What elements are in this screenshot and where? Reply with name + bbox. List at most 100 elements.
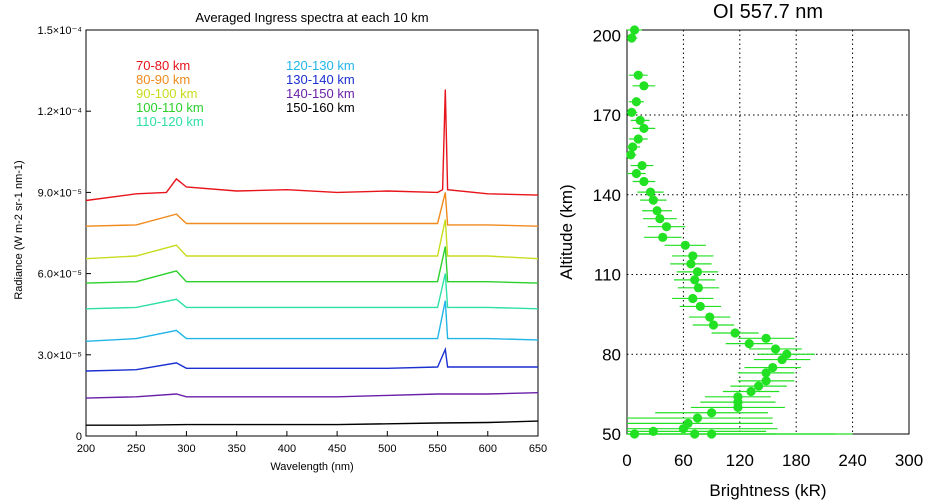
data-point [627, 107, 637, 117]
data-point [661, 222, 672, 232]
data-point [639, 123, 649, 133]
left-y-tick-label: 3.0×10⁻⁵ [38, 350, 82, 362]
legend-entry: 120-130 km [286, 58, 355, 73]
data-point [692, 267, 703, 277]
data-point [631, 97, 642, 107]
data-point [639, 176, 649, 187]
series-line-140-150-km [85, 392, 539, 399]
data-point [648, 195, 658, 205]
data-point [707, 429, 717, 439]
right-y-tick-label: 170 [593, 106, 621, 125]
left-chart-title: Averaged Ingress spectra at each 10 km [195, 10, 428, 25]
data-point [688, 293, 698, 304]
data-point [770, 344, 781, 354]
right-x-axis-label: Brightness (kR) [709, 481, 826, 500]
data-point [633, 134, 643, 144]
data-point [686, 259, 696, 269]
data-point [688, 251, 698, 261]
legend-entry: 70-80 km [136, 58, 190, 73]
data-point [746, 386, 756, 397]
data-point [629, 25, 640, 35]
left-x-tick-label: 450 [328, 443, 346, 455]
right-y-tick-label: 110 [594, 266, 621, 285]
data-point [733, 402, 743, 413]
data-point [652, 206, 662, 216]
data-point [768, 362, 778, 373]
series-line-80-90-km [85, 192, 539, 227]
legend-entry: 90-100 km [136, 86, 197, 101]
left-x-tick-label: 350 [227, 443, 245, 455]
left-series-lines [85, 89, 539, 426]
legend-entry: 100-110 km [136, 100, 204, 115]
series-line-70-80-km [85, 89, 539, 202]
right-axis-ticks: 0 60 120 180 240 300 50 80 110 140 170 200 [593, 26, 924, 470]
data-point [645, 187, 656, 197]
data-point [692, 413, 703, 423]
legend-entry: 110-120 km [136, 114, 204, 129]
right-x-tick-label: 60 [674, 451, 693, 470]
data-point [639, 81, 649, 91]
left-x-tick-label: 250 [127, 443, 145, 455]
data-point [637, 160, 647, 171]
data-point [708, 320, 719, 330]
data-point [761, 368, 771, 378]
data-point [658, 232, 668, 242]
data-point [730, 328, 740, 338]
right-chart-title: OI 557.7 nm [713, 1, 823, 23]
legend-entry: 80-90 km [136, 72, 190, 87]
right-x-tick-label: 240 [838, 451, 866, 470]
right-y-tick-label: 80 [602, 345, 621, 364]
data-point [744, 339, 754, 349]
right-x-tick-label: 120 [726, 451, 754, 470]
data-point [633, 70, 643, 80]
left-x-tick-label: 550 [428, 443, 446, 455]
legend-entry: 130-140 km [286, 72, 355, 87]
data-point [628, 142, 638, 152]
right-y-tick-label: 50 [602, 425, 621, 444]
right-y-axis-label: Altitude (km) [557, 184, 576, 279]
left-y-tick-label: 6.0×10⁻⁵ [38, 269, 82, 281]
left-x-tick-label: 500 [378, 443, 396, 455]
series-line-150-160-km [86, 420, 539, 426]
data-point [777, 354, 787, 365]
series-line-90-100-km [85, 219, 539, 260]
legend-entry: 140-150 km [286, 86, 355, 101]
data-point [761, 376, 771, 386]
data-point [655, 214, 665, 224]
right-x-tick-label: 0 [622, 451, 631, 470]
data-point [761, 333, 771, 343]
left-axis-ticks: 200 250 300 350 400 450 500 550 600 650 0 3.0×10⁻⁵ 6… [38, 25, 548, 455]
legend-entry: 150-160 km [286, 100, 355, 115]
right-x-tick-label: 300 [895, 451, 923, 470]
left-chart: Averaged Ingress spectra at each 10 km W… [13, 10, 547, 473]
left-x-axis-label: Wavelength (nm) [270, 461, 353, 473]
left-y-tick-label: 9.0×10⁻⁵ [38, 187, 82, 199]
data-point [635, 115, 645, 125]
data-point [631, 168, 642, 179]
right-data-points [626, 25, 853, 439]
data-point [626, 150, 636, 160]
data-point [754, 381, 764, 391]
left-y-tick-label: 1.2×10⁻⁴ [38, 106, 83, 118]
data-point [690, 275, 700, 285]
series-line-100-110-km [85, 246, 539, 284]
left-x-tick-label: 400 [278, 443, 296, 455]
left-y-tick-label: 1.5×10⁻⁴ [38, 25, 83, 37]
right-chart: OI 557.7 nm Brightness (kR) Altitude (km… [557, 1, 923, 500]
data-point [693, 283, 704, 293]
left-plot-frame [85, 29, 539, 437]
left-x-tick-label: 650 [529, 443, 547, 455]
series-line-130-140-km [85, 346, 538, 372]
left-x-tick-label: 300 [177, 443, 195, 455]
data-point [707, 408, 717, 418]
data-point [705, 312, 715, 322]
data-point [695, 301, 705, 312]
series-line-110-120-km [85, 273, 539, 310]
left-x-tick-label: 200 [77, 443, 95, 455]
right-y-tick-label: 200 [593, 26, 621, 45]
right-x-tick-label: 180 [782, 451, 810, 470]
data-point [680, 240, 690, 250]
data-point [627, 33, 637, 43]
